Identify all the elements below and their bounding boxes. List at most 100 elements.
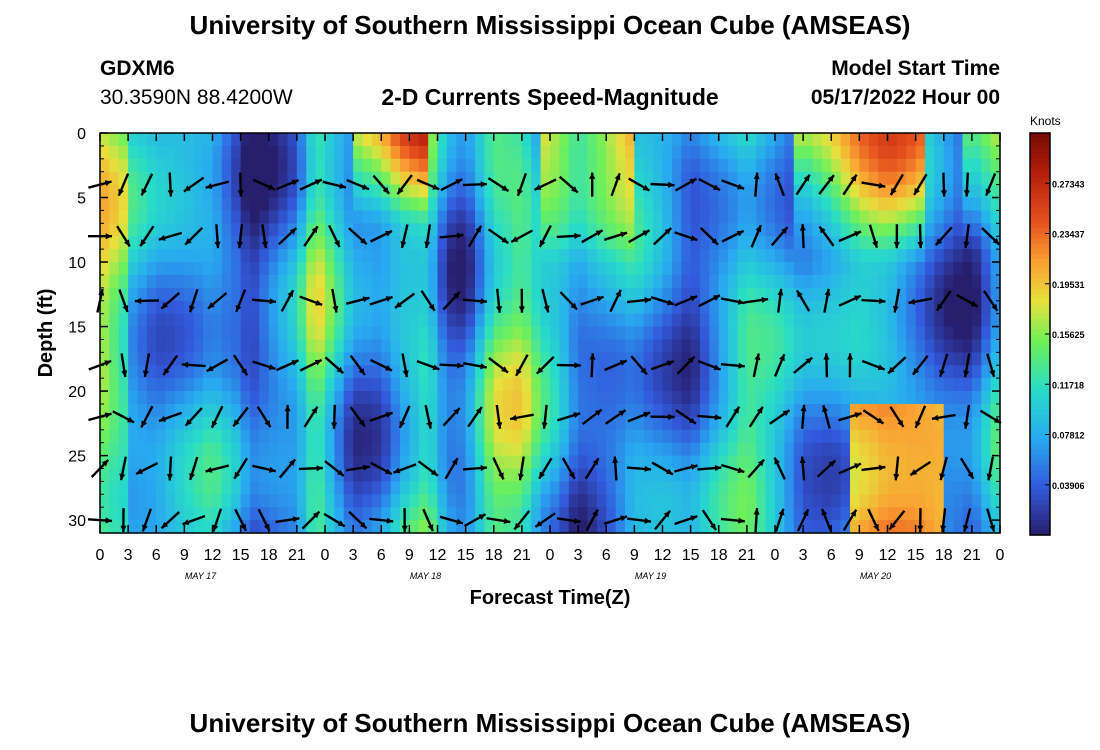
heatmap-cell (296, 236, 307, 250)
arrow-head (289, 228, 297, 235)
heatmap-cell (306, 184, 317, 199)
heatmap-cell (728, 171, 739, 186)
heatmap-cell (550, 223, 560, 237)
heatmap-cell (493, 184, 504, 199)
heatmap-cell (775, 481, 785, 495)
heatmap-cell (137, 133, 148, 147)
heatmap-cell (606, 236, 617, 250)
arrow-head (140, 239, 147, 247)
current-arrow (612, 456, 619, 481)
heatmap-cell (925, 403, 935, 418)
heatmap-cell (840, 468, 851, 482)
heatmap-cell (746, 455, 757, 470)
heatmap-cell (175, 326, 185, 341)
heatmap-cell (315, 236, 326, 250)
arrow-head (989, 369, 996, 377)
heatmap-cell (681, 262, 692, 276)
heatmap-cell (465, 507, 476, 521)
heatmap-cell (906, 378, 917, 392)
heatmap-cell (306, 274, 317, 289)
heatmap-cell (381, 145, 392, 160)
arrow-head (687, 356, 695, 364)
heatmap-cell (400, 197, 410, 212)
heatmap-cell (840, 391, 851, 405)
heatmap-cell (521, 429, 532, 444)
current-arrow (908, 297, 933, 305)
heatmap-cell (334, 210, 345, 224)
arrow-head (738, 517, 745, 524)
arrow-head (123, 239, 130, 247)
heatmap-cell (512, 352, 523, 366)
heatmap-cell (475, 326, 485, 341)
heatmap-cell (268, 313, 279, 328)
current-arrow (842, 173, 858, 196)
heatmap-cell (887, 223, 898, 237)
heatmap-cell (146, 184, 157, 199)
heatmap-cell (550, 210, 560, 224)
current-arrow (847, 353, 854, 378)
heatmap-cell (671, 442, 682, 457)
current-arrow (112, 410, 135, 424)
arrow-head (104, 180, 112, 187)
current-arrow (301, 510, 321, 530)
heatmap-cell (606, 326, 617, 341)
heatmap-cell (728, 133, 739, 147)
current-arrow (799, 224, 806, 249)
heatmap-cell (381, 197, 392, 212)
heatmap-cell (578, 494, 589, 508)
y-axis-label: Depth (ft) (35, 289, 57, 378)
heatmap-cell (606, 184, 617, 199)
heatmap-cell (775, 429, 785, 444)
heatmap-cell (906, 274, 917, 289)
heatmap-cell (765, 171, 776, 186)
arrow-head (496, 306, 503, 313)
current-arrow (487, 228, 509, 245)
heatmap-cell (643, 300, 654, 315)
arrow-head (167, 474, 173, 481)
heatmap-cell (971, 520, 982, 534)
heatmap-cell (653, 442, 664, 457)
heatmap-cell (700, 287, 710, 302)
heatmap-cell (690, 365, 701, 379)
current-arrow (533, 178, 557, 191)
arrow-head (668, 413, 675, 420)
heatmap-cell (981, 197, 992, 212)
heatmap-cell (915, 326, 926, 341)
heatmap-cell (109, 313, 120, 328)
heatmap-cell (296, 494, 307, 508)
current-arrow (653, 510, 672, 531)
heatmap-cell (100, 378, 110, 392)
heatmap-cell (156, 262, 167, 276)
heatmap-cell (784, 287, 795, 302)
heatmap-cell (156, 378, 167, 392)
heatmap-cell (231, 520, 242, 534)
arrow-head (714, 465, 722, 472)
heatmap-cell (343, 416, 354, 431)
heatmap-cell (746, 507, 757, 521)
heatmap-cell (156, 442, 167, 457)
heatmap-cell (268, 494, 279, 508)
colorbar-segment (1030, 183, 1050, 189)
heatmap-cell (662, 378, 673, 392)
arrow-head (453, 408, 460, 415)
current-arrow (630, 355, 648, 376)
colorbar-label: 0.11718 (1052, 380, 1084, 390)
current-arrow (673, 464, 698, 473)
heatmap-cell (156, 274, 167, 289)
arrow-head (393, 467, 401, 474)
heatmap-cell (653, 171, 664, 186)
heatmap-cell (925, 236, 935, 250)
colorbar-segment (1030, 349, 1050, 355)
heatmap-cell (203, 223, 214, 237)
heatmap-cell (681, 378, 692, 392)
heatmap-cell (906, 184, 917, 199)
heatmap-cell (306, 313, 317, 328)
current-arrow (118, 289, 129, 313)
heatmap-cell (925, 210, 935, 224)
heatmap-cell (606, 287, 617, 302)
heatmap-cell (793, 262, 804, 276)
heatmap-cell (840, 287, 851, 302)
heatmap-cell (821, 313, 832, 328)
heatmap-cell (475, 339, 485, 353)
heatmap-cell (990, 287, 1001, 302)
